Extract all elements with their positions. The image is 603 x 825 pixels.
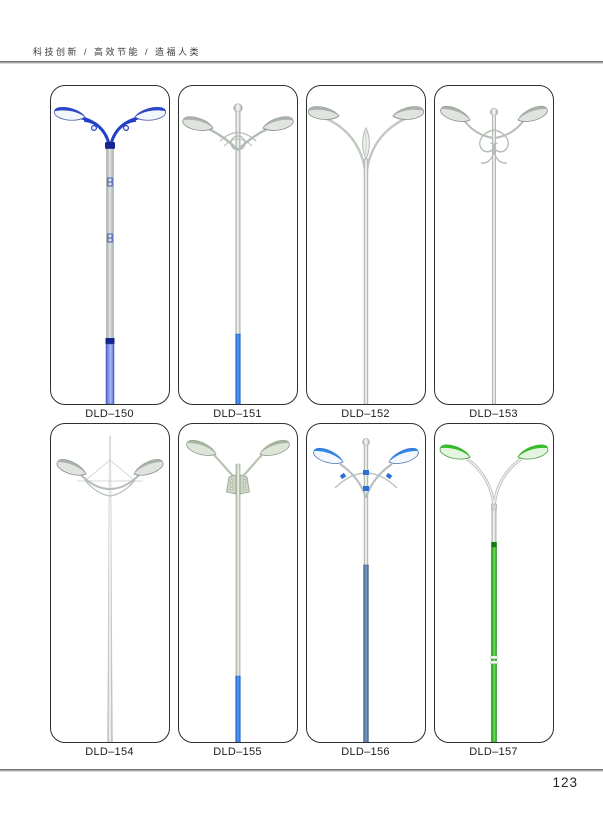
product-card	[305, 423, 426, 743]
header-rule	[0, 61, 603, 64]
header-slogan: 科技创新 / 高效节能 / 造福人类	[33, 47, 202, 57]
product-label: DLD–153	[469, 408, 518, 420]
product-label: DLD–156	[341, 746, 390, 758]
product-cell: DLD–151	[177, 85, 298, 421]
product-cell: DLD–157	[433, 423, 554, 759]
lamp-illustration-dld-154	[53, 435, 166, 742]
lamp-illustration-dld-153	[437, 103, 550, 404]
product-grid: DLD–150 DLD–151	[49, 85, 554, 759]
product-card	[177, 85, 298, 405]
product-label: DLD–157	[469, 746, 518, 758]
page-number: 123	[552, 775, 578, 790]
product-cell: DLD–154	[49, 423, 170, 759]
lamp-illustration-dld-157	[437, 442, 550, 742]
product-card	[49, 85, 170, 405]
lamp-illustration-dld-151	[180, 103, 295, 404]
product-label: DLD–150	[85, 408, 134, 420]
lamp-illustration-dld-156	[310, 438, 421, 742]
product-cell: DLD–153	[433, 85, 554, 421]
lamp-illustration-dld-155	[183, 437, 292, 742]
product-label: DLD–154	[85, 746, 134, 758]
product-label: DLD–155	[213, 746, 262, 758]
product-label: DLD–151	[213, 408, 262, 420]
lamp-illustration-dld-152	[306, 105, 425, 404]
footer-rule	[0, 769, 603, 772]
product-cell: DLD–156	[305, 423, 426, 759]
product-cell: DLD–152	[305, 85, 426, 421]
product-card	[433, 423, 554, 743]
product-cell: DLD–155	[177, 423, 298, 759]
product-card	[433, 85, 554, 405]
product-card	[49, 423, 170, 743]
product-card	[177, 423, 298, 743]
product-card	[305, 85, 426, 405]
product-cell: DLD–150	[49, 85, 170, 421]
product-label: DLD–152	[341, 408, 390, 420]
lamp-illustration-dld-150	[52, 105, 167, 404]
